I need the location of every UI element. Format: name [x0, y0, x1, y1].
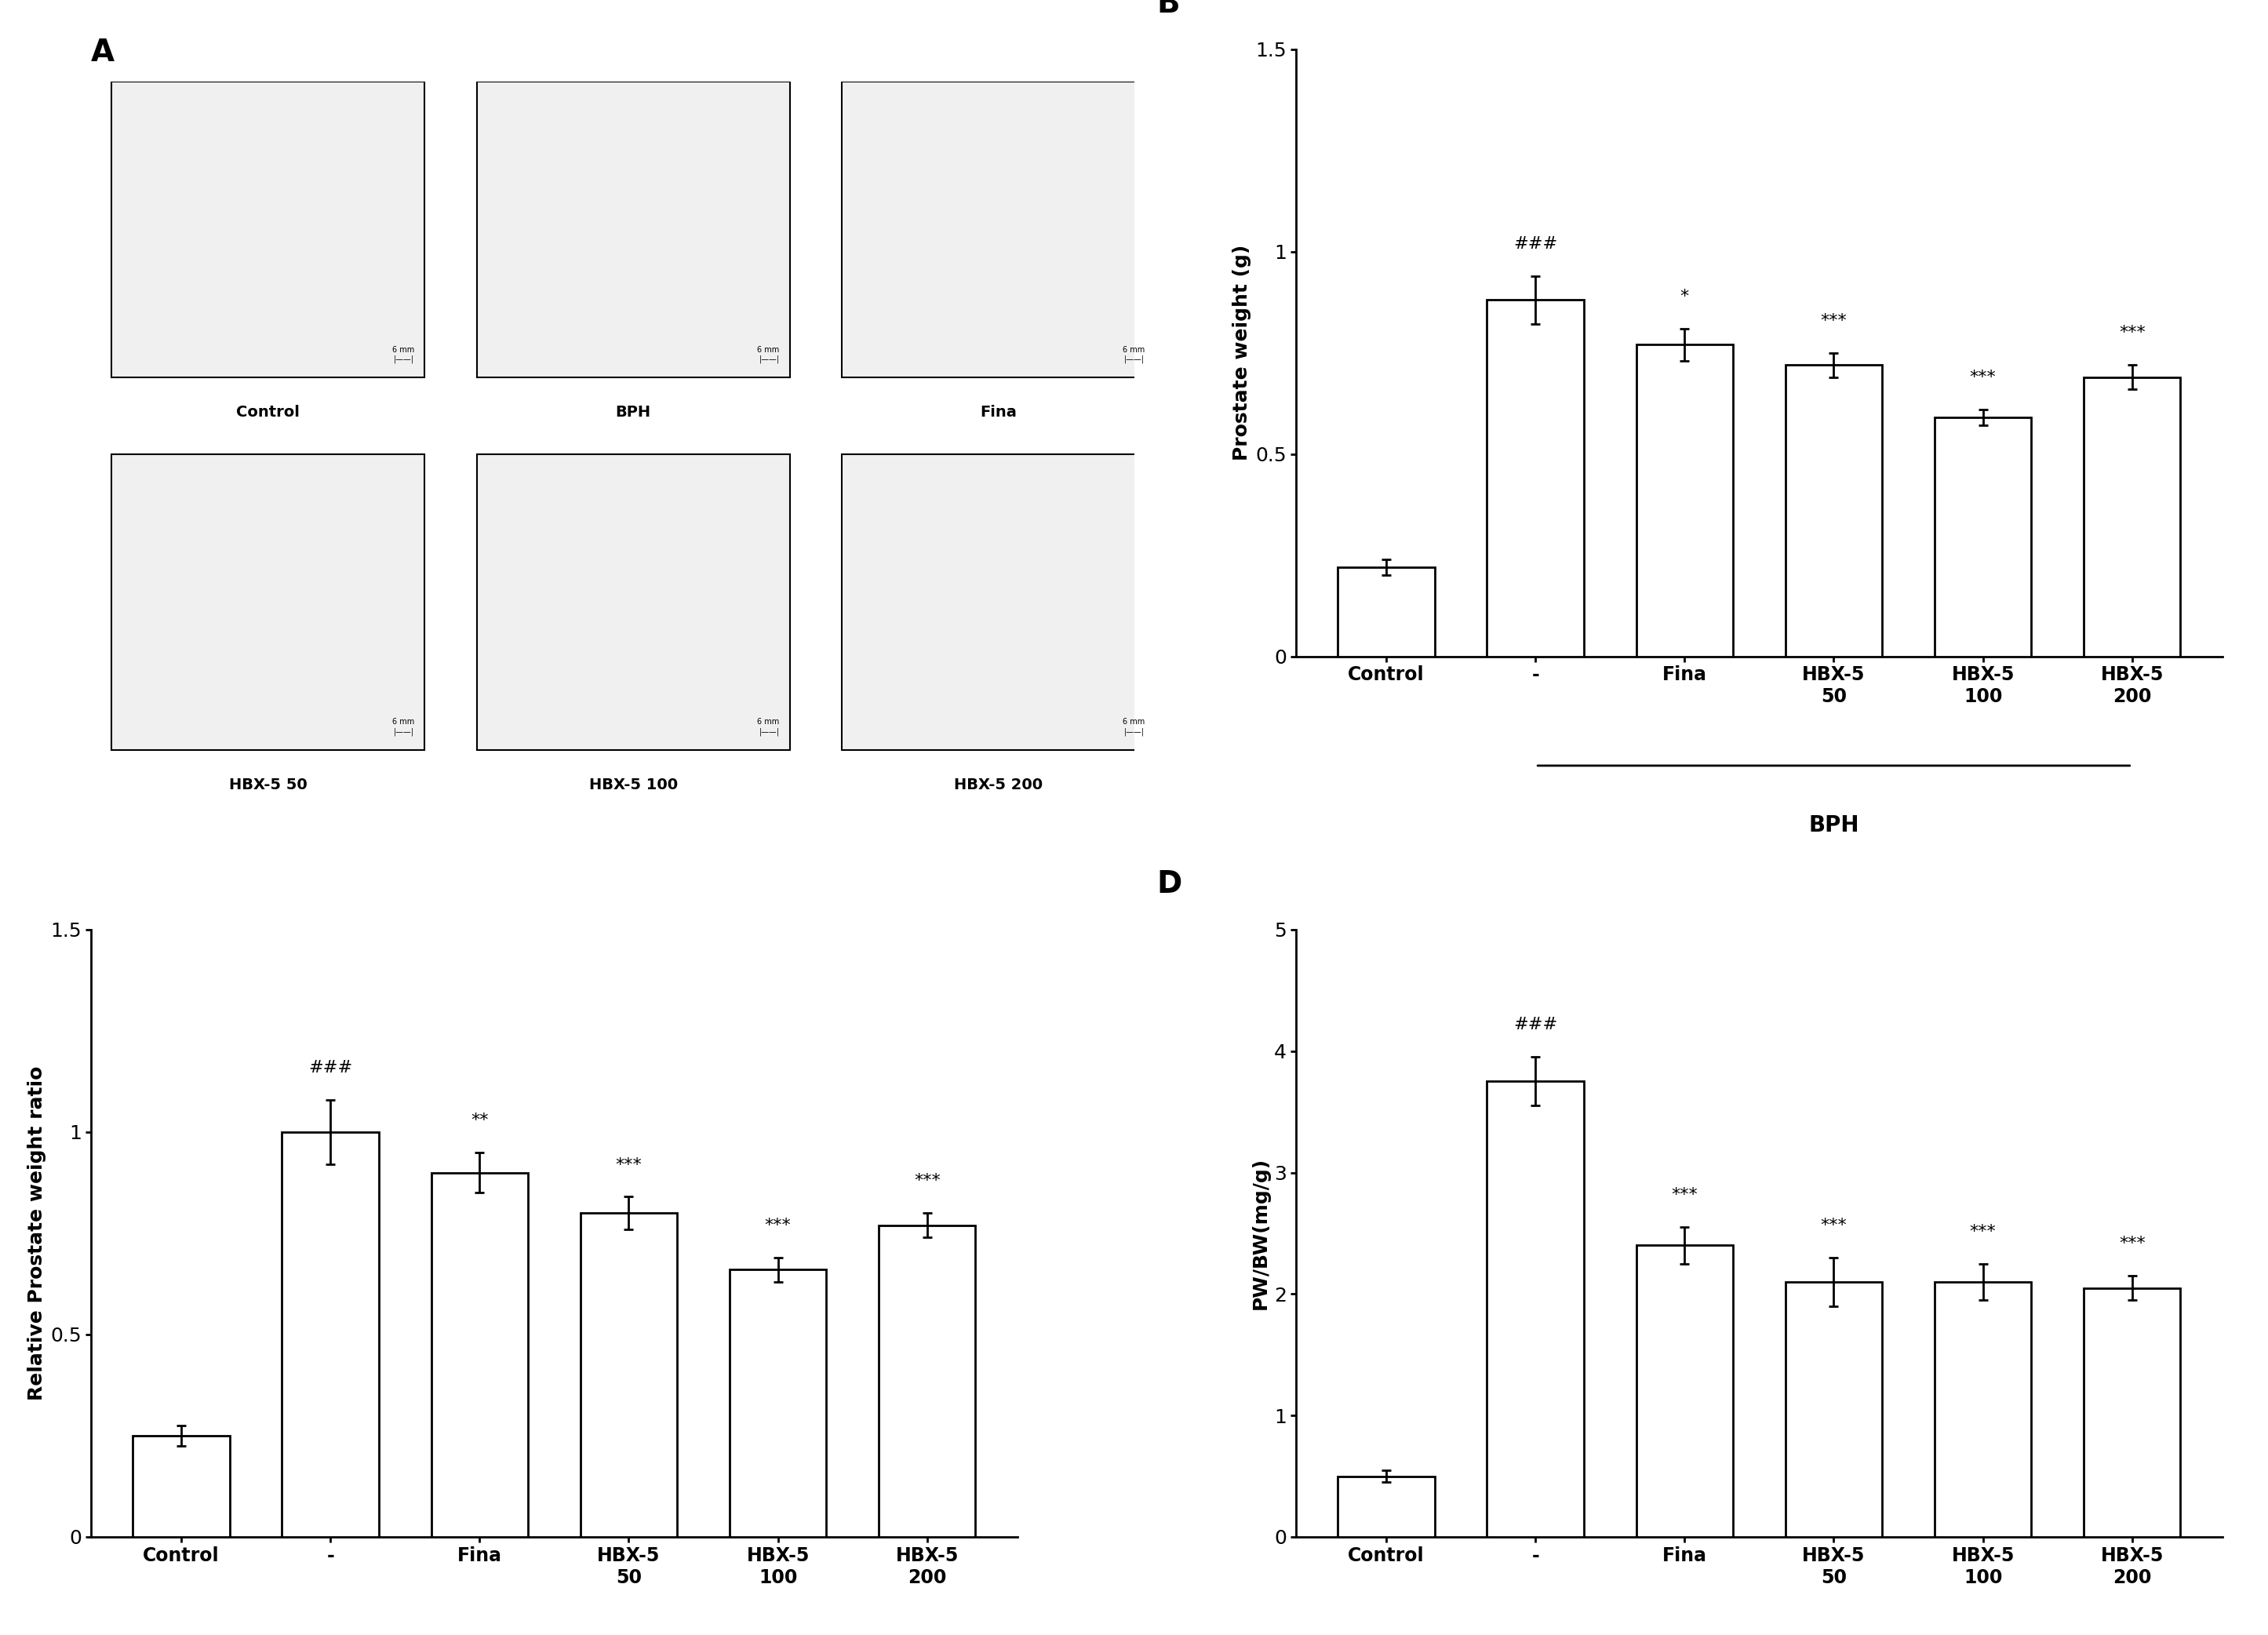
Bar	[1785, 365, 1882, 656]
Bar	[1635, 345, 1733, 656]
Bar	[2084, 378, 2180, 656]
Text: ***: ***	[615, 1158, 642, 1172]
Text: ###: ###	[308, 1059, 352, 1076]
Bar	[1338, 567, 1436, 656]
Text: ***: ***	[1969, 370, 1996, 386]
Text: Fina: Fina	[980, 405, 1016, 420]
Bar	[1935, 417, 2032, 656]
Text: ***: ***	[1821, 312, 1846, 329]
Text: 6 mm
|——|: 6 mm |——|	[1123, 718, 1145, 736]
Text: 6 mm
|——|: 6 mm |——|	[392, 345, 415, 363]
Y-axis label: PW/BW(mg/g): PW/BW(mg/g)	[1250, 1158, 1270, 1310]
FancyBboxPatch shape	[476, 455, 789, 749]
Text: *: *	[1681, 288, 1690, 304]
Text: D: D	[1157, 870, 1182, 899]
Text: ***: ***	[2118, 325, 2146, 340]
Text: 6 mm
|——|: 6 mm |——|	[392, 718, 415, 736]
FancyBboxPatch shape	[111, 82, 424, 378]
Text: ***: ***	[2118, 1236, 2146, 1251]
Text: HBX-5 50: HBX-5 50	[229, 778, 306, 793]
Bar	[134, 1436, 229, 1537]
Text: BPH: BPH	[615, 405, 651, 420]
Y-axis label: Prostate weight (g): Prostate weight (g)	[1232, 245, 1252, 461]
Bar	[581, 1213, 678, 1537]
Text: Control: Control	[236, 405, 299, 420]
Bar	[1935, 1282, 2032, 1537]
Bar	[2084, 1288, 2180, 1537]
Bar	[281, 1131, 379, 1537]
Bar	[878, 1225, 975, 1537]
Text: ***: ***	[764, 1218, 792, 1233]
Text: ###: ###	[1513, 235, 1558, 252]
Bar	[431, 1172, 528, 1537]
Text: **: **	[472, 1112, 488, 1128]
Text: A: A	[91, 38, 113, 67]
Text: BPH: BPH	[1808, 814, 1860, 835]
Bar	[1338, 1476, 1436, 1537]
Bar	[1785, 1282, 1882, 1537]
Text: ###: ###	[1513, 1017, 1558, 1033]
Text: HBX-5 100: HBX-5 100	[590, 778, 678, 793]
FancyBboxPatch shape	[111, 455, 424, 749]
FancyBboxPatch shape	[841, 82, 1154, 378]
Text: 6 mm
|——|: 6 mm |——|	[1123, 345, 1145, 363]
FancyBboxPatch shape	[476, 82, 789, 378]
Text: HBX-5 200: HBX-5 200	[955, 778, 1043, 793]
Y-axis label: Relative Prostate weight ratio: Relative Prostate weight ratio	[27, 1066, 45, 1401]
Text: ***: ***	[1672, 1187, 1699, 1203]
Bar	[1635, 1246, 1733, 1537]
Text: 6 mm
|——|: 6 mm |——|	[758, 345, 780, 363]
Text: ***: ***	[1969, 1223, 1996, 1239]
Text: B: B	[1157, 0, 1179, 18]
Text: 6 mm
|——|: 6 mm |——|	[758, 718, 780, 736]
Bar	[1488, 1081, 1583, 1537]
FancyBboxPatch shape	[841, 455, 1154, 749]
Bar	[730, 1270, 826, 1537]
Text: ***: ***	[1821, 1218, 1846, 1233]
Bar	[1488, 301, 1583, 656]
Text: ***: ***	[914, 1172, 941, 1189]
